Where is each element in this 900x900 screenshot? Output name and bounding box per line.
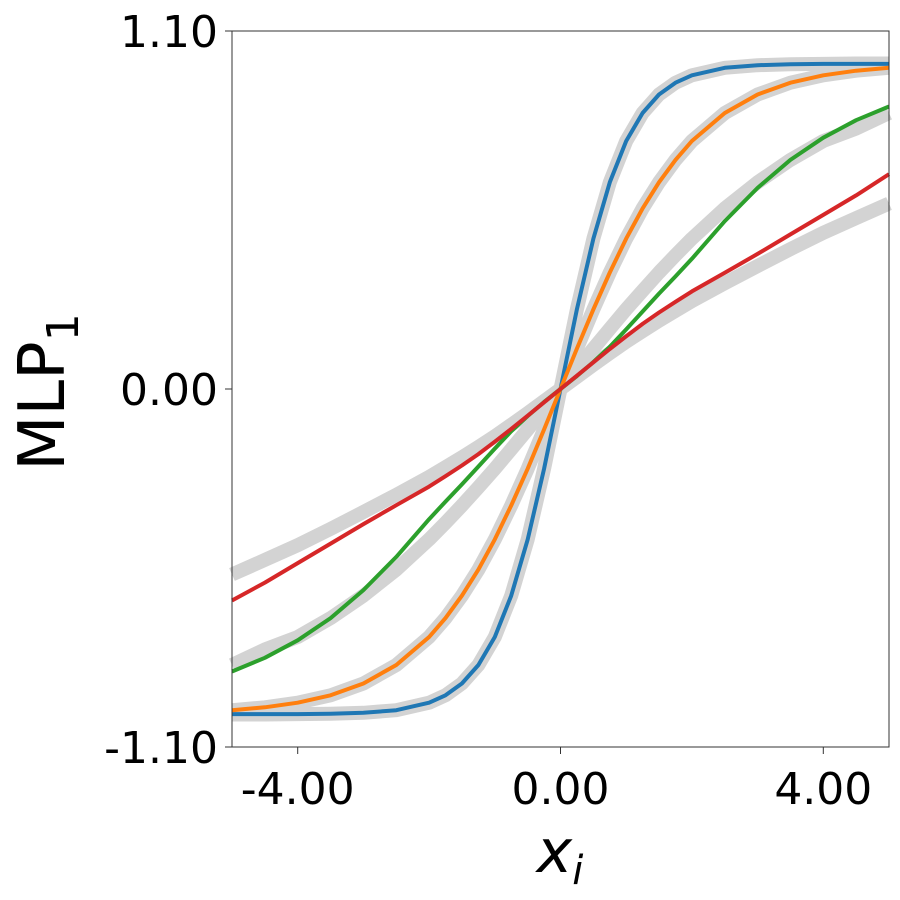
series-line-4 — [231, 172, 891, 603]
y-axis-title-sub: 1 — [38, 313, 89, 341]
x-tick-label: 4.00 — [774, 764, 872, 815]
y-axis-title: MLP1 — [6, 313, 89, 470]
x-axis-title-main: x — [535, 817, 573, 887]
x-tick-label: 0.00 — [512, 764, 610, 815]
y-axis-title-main: MLP — [6, 341, 80, 470]
x-tick-label: -4.00 — [241, 764, 355, 815]
x-axis-title-sub: i — [572, 848, 583, 894]
y-tick-label: -1.10 — [104, 723, 218, 774]
x-axis-title: xi — [535, 817, 584, 894]
y-tick-label: 0.00 — [120, 365, 218, 416]
axis-ticks: -4.00 0.00 4.00 -1.10 0.00 1.10 — [104, 7, 872, 815]
y-tick-label: 1.10 — [120, 7, 218, 58]
series-curves — [231, 61, 891, 717]
